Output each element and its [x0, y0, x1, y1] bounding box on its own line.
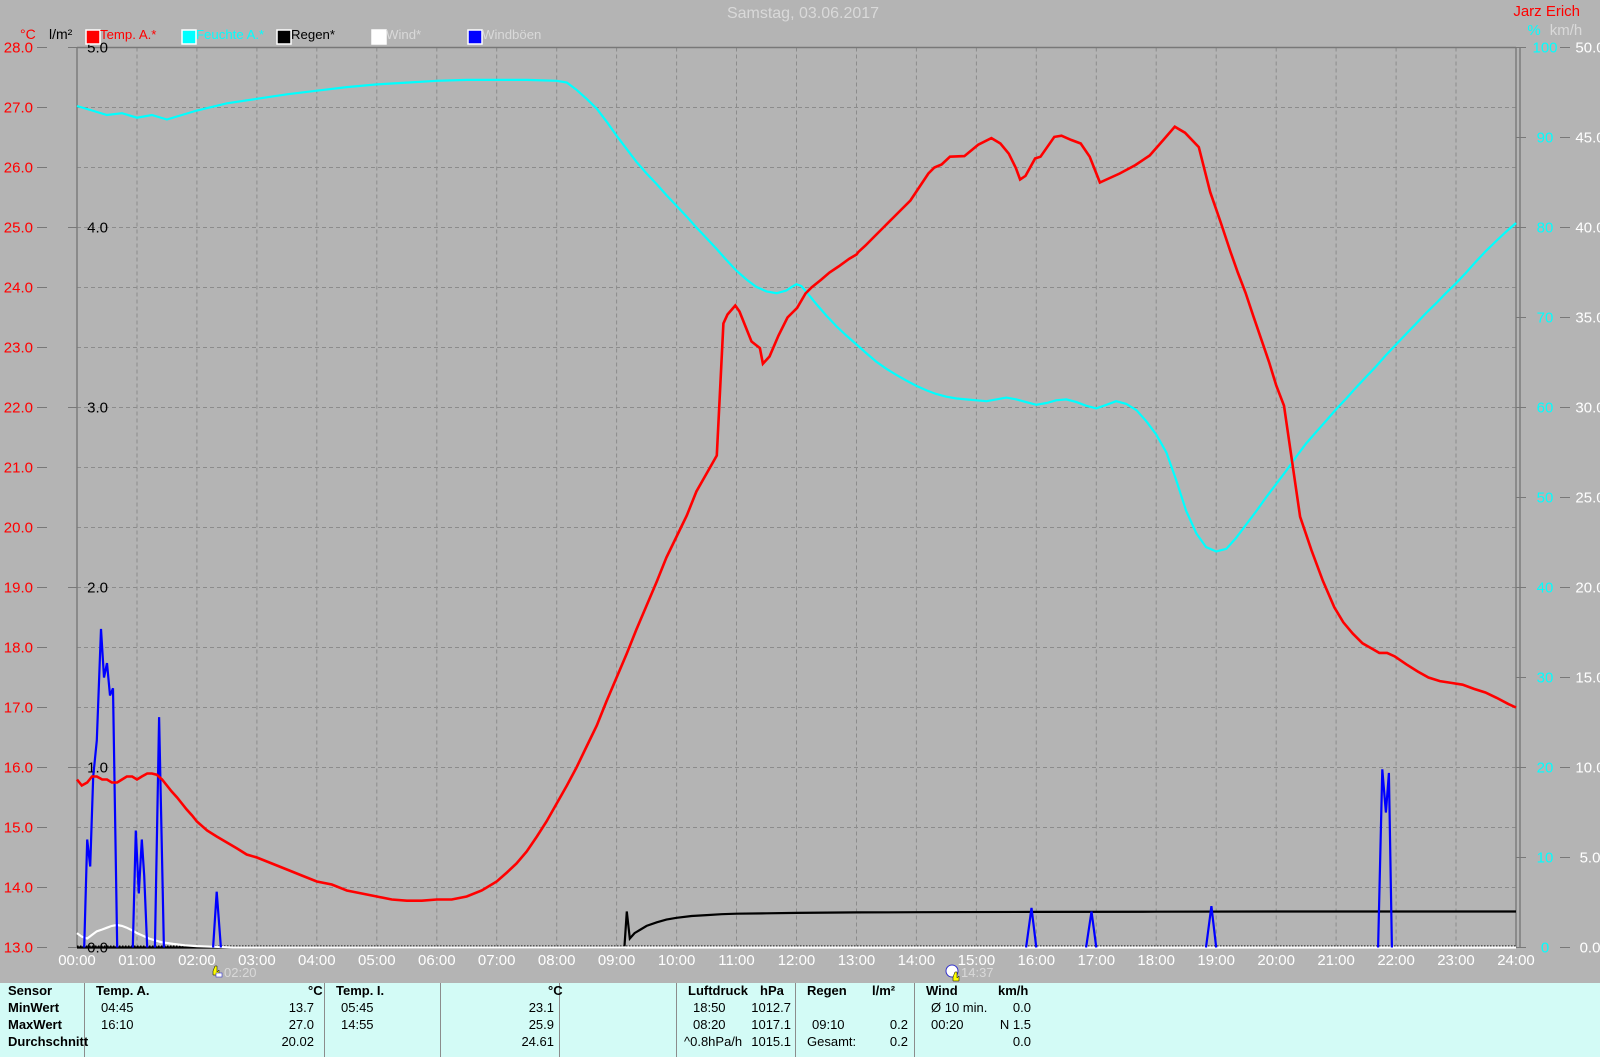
- svg-text:Wind*: Wind*: [386, 27, 421, 42]
- svg-text:15.0: 15.0: [1575, 670, 1600, 687]
- svg-text:09:00: 09:00: [598, 952, 636, 969]
- svg-text:11:00: 11:00: [718, 952, 754, 969]
- svg-text:4.0: 4.0: [87, 220, 108, 237]
- svg-text:35.0: 35.0: [1575, 310, 1600, 327]
- svg-text:19.0: 19.0: [4, 580, 33, 597]
- svg-text:45.0: 45.0: [1575, 130, 1600, 147]
- svg-text:02:20: 02:20: [224, 965, 257, 980]
- svg-text:60: 60: [1537, 400, 1554, 417]
- svg-text:30: 30: [1537, 670, 1554, 687]
- svg-text:40: 40: [1537, 580, 1554, 597]
- svg-text:40.0: 40.0: [1575, 220, 1600, 237]
- svg-text:2.0: 2.0: [87, 580, 108, 597]
- svg-text:Feuchte A.*: Feuchte A.*: [196, 27, 264, 42]
- svg-text:14:00: 14:00: [898, 952, 936, 969]
- svg-text:28.0: 28.0: [4, 40, 33, 57]
- svg-text:00:00: 00:00: [58, 952, 96, 969]
- svg-text:23:00: 23:00: [1437, 952, 1475, 969]
- svg-text:0: 0: [1541, 940, 1549, 957]
- svg-text:10: 10: [1537, 850, 1554, 867]
- svg-text:17:00: 17:00: [1078, 952, 1116, 969]
- svg-text:1.0: 1.0: [87, 760, 108, 777]
- svg-text:27.0: 27.0: [4, 100, 33, 117]
- svg-text:26.0: 26.0: [4, 160, 33, 177]
- svg-text:22:00: 22:00: [1377, 952, 1415, 969]
- svg-text:12:00: 12:00: [778, 952, 816, 969]
- svg-text:21.0: 21.0: [4, 460, 33, 477]
- svg-text:02:00: 02:00: [178, 952, 216, 969]
- svg-text:07:00: 07:00: [478, 952, 516, 969]
- svg-text:10.0: 10.0: [1575, 760, 1600, 777]
- svg-text:24:00: 24:00: [1497, 952, 1535, 969]
- svg-text:18.0: 18.0: [4, 640, 33, 657]
- svg-text:14:37: 14:37: [961, 965, 994, 980]
- svg-text:Jarz Erich: Jarz Erich: [1513, 3, 1580, 20]
- svg-text:24.0: 24.0: [4, 280, 33, 297]
- svg-text:Samstag, 03.06.2017: Samstag, 03.06.2017: [727, 5, 879, 22]
- svg-text:05:00: 05:00: [358, 952, 396, 969]
- svg-text:16.0: 16.0: [4, 760, 33, 777]
- svg-text:06:00: 06:00: [418, 952, 456, 969]
- svg-text:50: 50: [1537, 490, 1554, 507]
- svg-text:16:00: 16:00: [1018, 952, 1056, 969]
- svg-text:3.0: 3.0: [87, 400, 108, 417]
- svg-text:25.0: 25.0: [4, 220, 33, 237]
- svg-text:22.0: 22.0: [4, 400, 33, 417]
- svg-text:25.0: 25.0: [1575, 490, 1600, 507]
- svg-text:01:00: 01:00: [118, 952, 156, 969]
- svg-text:°C: °C: [20, 26, 36, 42]
- svg-text:20.0: 20.0: [1575, 580, 1600, 597]
- svg-text:Windböen: Windböen: [482, 27, 541, 42]
- svg-text:%: %: [1527, 22, 1540, 39]
- svg-text:23.0: 23.0: [4, 340, 33, 357]
- svg-text:15.0: 15.0: [4, 820, 33, 837]
- svg-text:14.0: 14.0: [4, 880, 33, 897]
- svg-text:20.0: 20.0: [4, 520, 33, 537]
- svg-text:20: 20: [1537, 760, 1554, 777]
- svg-text:l/m²: l/m²: [49, 26, 73, 42]
- svg-text:17.0: 17.0: [4, 700, 33, 717]
- svg-text:Regen*: Regen*: [291, 27, 335, 42]
- svg-text:21:00: 21:00: [1317, 952, 1355, 969]
- svg-text:19:00: 19:00: [1197, 952, 1235, 969]
- svg-text:04:00: 04:00: [298, 952, 336, 969]
- svg-text:km/h: km/h: [1550, 22, 1583, 39]
- svg-text:100: 100: [1532, 40, 1557, 57]
- svg-text:10:00: 10:00: [658, 952, 696, 969]
- svg-text:50.0: 50.0: [1575, 40, 1600, 57]
- svg-text:18:00: 18:00: [1137, 952, 1175, 969]
- svg-text:13.0: 13.0: [4, 940, 33, 957]
- svg-text:08:00: 08:00: [538, 952, 576, 969]
- svg-text:5.0: 5.0: [1580, 850, 1600, 867]
- svg-text:90: 90: [1537, 130, 1554, 147]
- svg-text:13:00: 13:00: [838, 952, 876, 969]
- svg-text:20:00: 20:00: [1257, 952, 1295, 969]
- svg-text:30.0: 30.0: [1575, 400, 1600, 417]
- svg-text:70: 70: [1537, 310, 1554, 327]
- svg-text:Temp. A.*: Temp. A.*: [100, 27, 156, 42]
- svg-text:0.0: 0.0: [1580, 940, 1600, 957]
- svg-text:80: 80: [1537, 220, 1554, 237]
